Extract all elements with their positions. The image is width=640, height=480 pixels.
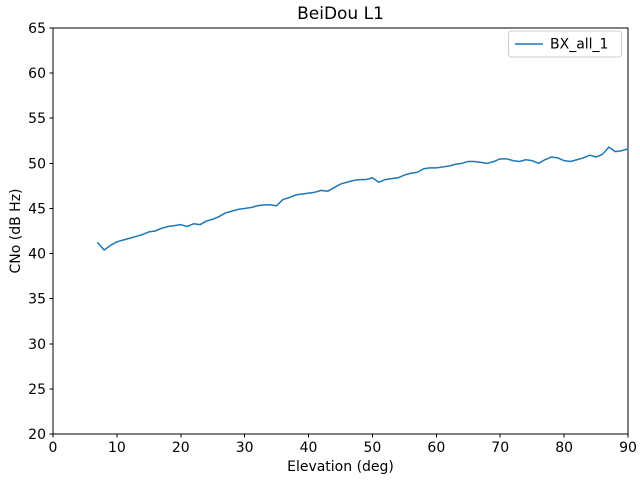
y-axis-ticks: 20 25 30 35 40 45 50 55 60 65 xyxy=(28,21,53,443)
y-axis-label: CNo (dB Hz) xyxy=(8,188,24,273)
x-tick-label: 10 xyxy=(108,440,126,456)
y-tick-label: 40 xyxy=(28,247,46,263)
y-tick-label: 55 xyxy=(28,111,46,127)
legend-box xyxy=(508,30,622,58)
x-axis-label: Elevation (deg) xyxy=(287,459,394,475)
x-tick-label: 60 xyxy=(427,440,445,456)
y-tick-label: 30 xyxy=(28,337,46,353)
y-tick-label: 20 xyxy=(28,427,46,443)
legend-entry-label: BX_all_1 xyxy=(550,37,608,53)
x-tick-label: 20 xyxy=(172,440,190,456)
y-tick-label: 35 xyxy=(28,292,46,308)
y-tick-label: 25 xyxy=(28,382,46,398)
x-tick-label: 30 xyxy=(236,440,254,456)
y-tick-label: 50 xyxy=(28,156,46,172)
x-tick-label: 50 xyxy=(364,440,382,456)
series-line-bx-all-1 xyxy=(96,146,629,251)
x-tick-label: 90 xyxy=(619,440,637,456)
y-tick-label: 60 xyxy=(28,66,46,82)
x-tick-label: 70 xyxy=(491,440,509,456)
y-tick-label: 45 xyxy=(28,201,46,217)
legend: BX_all_1 xyxy=(508,30,622,58)
plot-area-frame xyxy=(52,27,629,435)
x-tick-label: 40 xyxy=(300,440,318,456)
x-axis-ticks: 0 10 20 30 40 50 60 70 80 90 xyxy=(49,434,637,456)
x-tick-label: 80 xyxy=(555,440,573,456)
x-tick-label: 0 xyxy=(49,440,58,456)
y-tick-label: 65 xyxy=(28,21,46,37)
chart-title: BeiDou L1 xyxy=(297,4,384,24)
